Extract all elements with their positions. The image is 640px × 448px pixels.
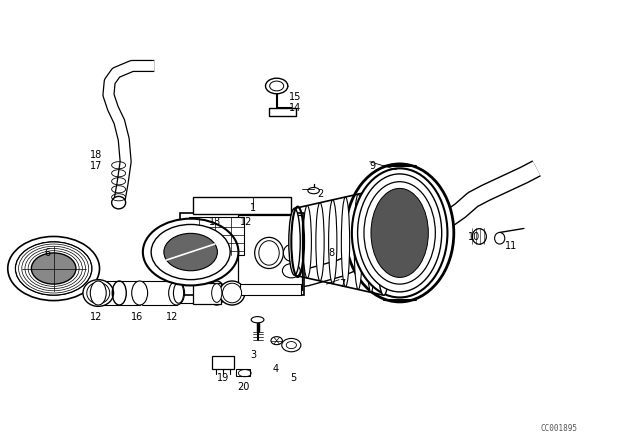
Text: CC001895: CC001895 [540, 424, 577, 433]
Bar [179, 283, 217, 303]
Ellipse shape [377, 188, 391, 295]
Text: 10: 10 [468, 233, 481, 242]
Ellipse shape [251, 317, 264, 323]
Ellipse shape [255, 237, 284, 268]
Ellipse shape [308, 188, 319, 194]
Ellipse shape [289, 208, 300, 275]
Ellipse shape [169, 281, 184, 305]
Bar [99, 281, 140, 305]
Text: 5: 5 [290, 373, 296, 383]
Text: 18: 18 [90, 150, 102, 160]
Ellipse shape [271, 336, 282, 345]
Ellipse shape [132, 281, 148, 305]
Bar [212, 356, 234, 369]
Bar [193, 283, 221, 304]
Ellipse shape [220, 281, 245, 305]
Ellipse shape [291, 208, 299, 275]
Ellipse shape [223, 283, 242, 303]
Bar [239, 215, 302, 290]
Text: 12: 12 [90, 313, 102, 323]
Text: 6: 6 [44, 248, 51, 258]
Ellipse shape [83, 280, 113, 306]
Text: 12: 12 [166, 313, 179, 323]
Text: 12: 12 [241, 217, 253, 227]
Ellipse shape [354, 194, 362, 289]
Ellipse shape [495, 233, 505, 244]
Ellipse shape [364, 182, 435, 284]
Ellipse shape [266, 78, 288, 94]
Circle shape [282, 338, 301, 352]
Polygon shape [236, 369, 250, 376]
Text: 7: 7 [339, 279, 346, 289]
Ellipse shape [346, 164, 454, 302]
Text: 13: 13 [209, 217, 221, 227]
Bar [193, 197, 291, 214]
Text: 11: 11 [505, 241, 517, 251]
Ellipse shape [87, 282, 109, 304]
Ellipse shape [269, 81, 284, 91]
Circle shape [164, 233, 218, 271]
Ellipse shape [352, 168, 447, 297]
Ellipse shape [282, 263, 300, 278]
Text: 9: 9 [370, 161, 376, 171]
Bar [180, 213, 304, 295]
Circle shape [151, 224, 230, 280]
Circle shape [15, 242, 92, 295]
Ellipse shape [212, 284, 222, 302]
Ellipse shape [367, 191, 375, 293]
Circle shape [31, 253, 76, 284]
Ellipse shape [341, 197, 349, 287]
Text: 3: 3 [250, 350, 256, 360]
Text: 15: 15 [289, 92, 302, 102]
Circle shape [143, 219, 239, 285]
Text: 1: 1 [250, 203, 256, 213]
Ellipse shape [328, 200, 337, 284]
Text: 4: 4 [273, 364, 278, 374]
Text: 8: 8 [328, 248, 335, 258]
Ellipse shape [209, 281, 225, 305]
Bar [241, 284, 301, 295]
Text: 17: 17 [90, 161, 102, 171]
Bar [269, 108, 296, 116]
Ellipse shape [472, 228, 486, 244]
Text: 14: 14 [289, 103, 301, 113]
Ellipse shape [284, 245, 300, 261]
Text: 16: 16 [131, 313, 143, 323]
Bar [189, 217, 244, 255]
Circle shape [286, 341, 296, 349]
Text: 2: 2 [317, 189, 323, 199]
Ellipse shape [316, 202, 324, 281]
Circle shape [8, 237, 100, 301]
Ellipse shape [358, 174, 442, 292]
Ellipse shape [173, 283, 184, 303]
Ellipse shape [303, 206, 312, 278]
Text: 19: 19 [217, 373, 229, 383]
Bar [141, 281, 177, 305]
Ellipse shape [90, 281, 106, 305]
Ellipse shape [380, 188, 388, 295]
Ellipse shape [371, 188, 428, 277]
Ellipse shape [111, 196, 125, 209]
Text: 20: 20 [237, 382, 250, 392]
